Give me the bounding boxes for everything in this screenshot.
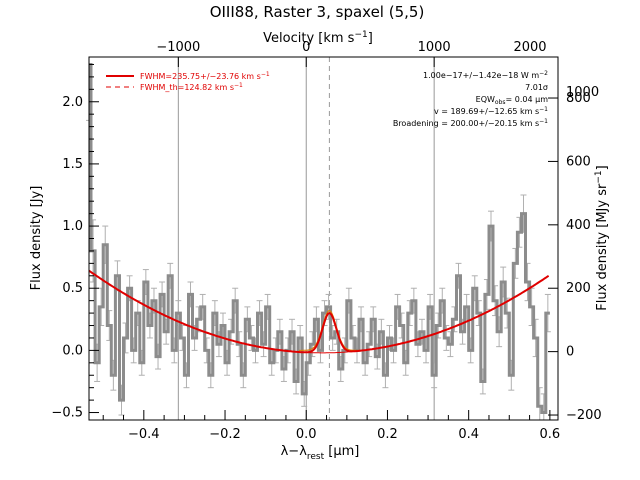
right-tick-label: 200 (566, 281, 591, 296)
y-tick-label: 1.5 (62, 157, 83, 172)
right-tick-label: 600 (566, 154, 591, 169)
right-axis-label-main: Flux density [MJy sr (595, 183, 610, 311)
x-tick-label: −0.4 (128, 427, 160, 442)
fit-annotations: 1.00e−17+/−1.42e−18 W m−2 7.01σ EQWobs= … (393, 70, 548, 128)
x-axis-label-main: λ−λ (281, 444, 308, 459)
gaussian-component-line (298, 310, 360, 351)
right-tick-label: −200 (566, 408, 602, 423)
y-tick-label: 0.5 (62, 281, 83, 296)
top-axis-label-sup: −1 (354, 30, 367, 40)
right-axis-label: Flux density [MJy sr−1] (594, 165, 610, 310)
y-tick-label: 0.0 (62, 343, 83, 358)
spectrum-line (89, 63, 550, 414)
x-axis-label-unit: [μm] (324, 444, 359, 459)
y-tick-label: 2.0 (62, 95, 83, 110)
x-axis-label-sub: rest (307, 452, 325, 462)
right-axis-label-end: ] (595, 165, 610, 170)
annotation-broadening-text: Broadening = 200.00+/−20.15 km s (393, 119, 539, 128)
top-tick-label: −1000 (156, 40, 200, 55)
right-tick-label: 1000 (566, 85, 599, 100)
annotation-flux-text: 1.00e−17+/−1.42e−18 W m (423, 71, 539, 80)
legend-label-fwhm-th-text: FWHM_th=124.82 km s (140, 83, 234, 92)
annotation-velocity-text: v = 189.69+/−12.65 km s (434, 107, 539, 116)
chart-title: OIII88, Raster 3, spaxel (5,5) (210, 3, 425, 21)
annotation-eqw-sub: obs (495, 99, 506, 106)
right-axis-label-sup: −1 (594, 170, 604, 183)
right-tick-label: 800 (566, 91, 591, 106)
total-fit-line (88, 269, 550, 354)
annotation-broadening: Broadening = 200.00+/−20.15 km s−1 (393, 118, 548, 128)
annotation-broadening-sup: −1 (539, 118, 548, 125)
x-tick-label: 0.0 (296, 427, 317, 442)
top-tick-label: 2000 (513, 40, 546, 55)
top-tick-label: 0 (302, 40, 310, 55)
annotation-eqw: EQWobs= 0.04 μm (476, 95, 549, 106)
y-axis-label: Flux density [Jy] (29, 186, 44, 291)
top-tick-label: 1000 (418, 40, 451, 55)
legend-label-fwhm-sup: −1 (261, 71, 270, 78)
top-axis-label-end: ] (368, 31, 373, 46)
annotation-velocity: v = 189.69+/−12.65 km s−1 (434, 106, 548, 116)
legend-label-fwhm: FWHM=235.75+/−23.76 km s−1 (140, 71, 270, 81)
annotation-flux-sup: −2 (539, 70, 548, 77)
right-tick-label: 0 (566, 345, 574, 360)
annotation-eqw-text: EQW (476, 95, 495, 104)
x-tick-label: −0.2 (209, 427, 241, 442)
legend: FWHM=235.75+/−23.76 km s−1 FWHM_th=124.8… (106, 71, 270, 92)
axes: −0.4 −0.2 0.0 0.2 0.4 0.6 −0.5 0.0 0.5 1.0 1.5 2.0 −… (51, 40, 601, 442)
y-tick-label: 1.0 (62, 219, 83, 234)
x-tick-label: 0.4 (458, 427, 479, 442)
annotation-sigma: 7.01σ (525, 83, 548, 92)
top-axis-label: Velocity [km s−1] (263, 30, 373, 46)
annotation-velocity-sup: −1 (539, 106, 548, 113)
x-tick-label: 0.2 (377, 427, 398, 442)
legend-label-fwhm-th-sup: −1 (234, 82, 243, 89)
plot-area (86, 57, 551, 420)
annotation-flux: 1.00e−17+/−1.42e−18 W m−2 (423, 70, 548, 80)
x-axis-label: λ−λrest [μm] (281, 444, 360, 462)
x-tick-label: 0.6 (540, 427, 561, 442)
legend-label-fwhm-text: FWHM=235.75+/−23.76 km s (140, 72, 261, 81)
top-axis-label-main: Velocity [km s (263, 31, 355, 46)
y-tick-label: −0.5 (51, 406, 83, 421)
legend-label-fwhm-th: FWHM_th=124.82 km s−1 (140, 82, 243, 92)
right-tick-label: 400 (566, 218, 591, 233)
annotation-eqw-value: = 0.04 μm (506, 95, 549, 104)
